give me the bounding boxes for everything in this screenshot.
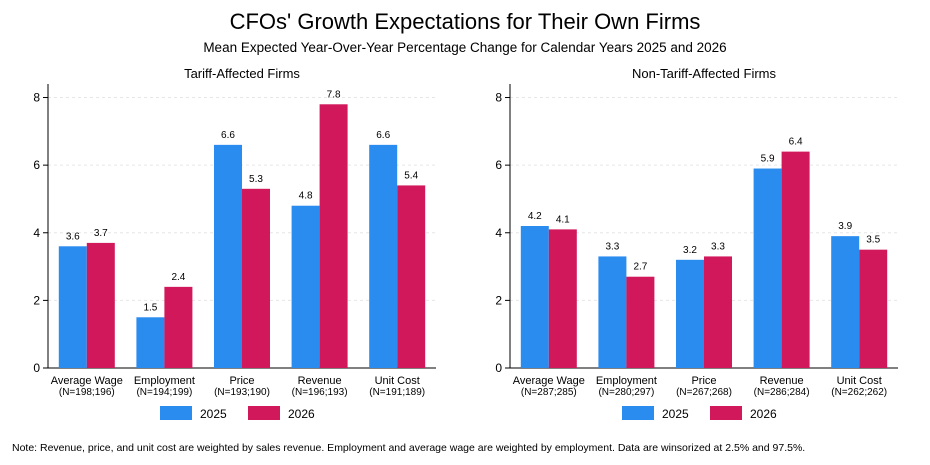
bar-value-label: 6.6 [221, 130, 235, 141]
x-tick-sublabel: (N=287;285) [521, 387, 577, 398]
x-tick-sublabel: (N=191;189) [369, 387, 425, 398]
bar-value-label: 6.4 [789, 137, 803, 148]
chart-title: CFOs' Growth Expectations for Their Own … [229, 9, 701, 34]
legend-swatch-2025 [622, 406, 654, 420]
x-tick-label: Unit Cost [375, 375, 420, 387]
y-tick-label: 0 [33, 361, 40, 375]
x-tick-label: Revenue [760, 375, 804, 387]
bar-value-label: 7.8 [327, 89, 341, 100]
bar-value-label: 2.4 [171, 272, 185, 283]
bar-2026 [548, 229, 577, 368]
y-tick-label: 6 [495, 158, 502, 172]
x-tick-sublabel: (N=286;284) [754, 387, 810, 398]
x-tick-label: Average Wage [513, 375, 585, 387]
bar-value-label: 3.7 [94, 228, 108, 239]
x-tick-sublabel: (N=196;193) [292, 387, 348, 398]
x-tick-sublabel: (N=198;196) [59, 387, 115, 398]
bar-2025 [369, 144, 398, 368]
chart-subtitle: Mean Expected Year-Over-Year Percentage … [203, 40, 727, 55]
legend-label: 2026 [288, 407, 315, 421]
bar-2026 [626, 276, 655, 368]
bar-2026 [781, 151, 810, 368]
x-tick-label: Price [229, 375, 254, 387]
chart-panel-tariff: Tariff-Affected Firms 0 2 4 6 8 3.6 3.7 Average … [33, 66, 436, 421]
x-tick-sublabel: (N=194;199) [136, 387, 192, 398]
bar-value-label: 6.6 [376, 130, 390, 141]
bar-2025 [214, 144, 242, 368]
bar-value-label: 3.5 [866, 235, 880, 246]
x-tick-label: Average Wage [51, 375, 123, 387]
bar-value-label: 5.9 [761, 154, 775, 165]
bar-value-label: 5.4 [404, 170, 418, 181]
bar-2026 [164, 286, 193, 368]
bar-value-label: 4.1 [556, 214, 570, 225]
legend-swatch-2026 [248, 406, 280, 420]
bar-2026 [86, 242, 115, 368]
bar-value-label: 3.2 [683, 245, 697, 256]
bar-value-label: 5.3 [249, 174, 263, 185]
bar-value-label: 2.7 [633, 262, 647, 273]
bar-value-label: 4.2 [528, 211, 542, 222]
x-tick-label: Price [691, 375, 716, 387]
bar-value-label: 1.5 [143, 302, 157, 313]
chart-panel-non-tariff: Non-Tariff-Affected Firms 0 2 4 6 8 4.2 4.1 Aver… [495, 66, 898, 421]
bar-value-label: 3.3 [711, 241, 725, 252]
x-tick-label: Revenue [298, 375, 342, 387]
legend-swatch-2026 [710, 406, 742, 420]
bar-2026 [704, 256, 732, 368]
bar-2026 [397, 185, 426, 368]
x-tick-label: Employment [596, 375, 657, 387]
x-tick-sublabel: (N=193;190) [214, 387, 270, 398]
x-tick-sublabel: (N=280;297) [598, 387, 654, 398]
legend-swatch-2025 [160, 406, 192, 420]
y-tick-label: 4 [33, 226, 40, 240]
bar-value-label: 4.8 [299, 191, 313, 202]
bar-2025 [753, 168, 782, 368]
y-tick-label: 8 [33, 91, 40, 105]
footnote: Note: Revenue, price, and unit cost are … [12, 442, 806, 454]
bar-2026 [319, 104, 348, 369]
bar-2025 [58, 246, 87, 368]
y-tick-label: 8 [495, 91, 502, 105]
x-tick-label: Employment [134, 375, 195, 387]
y-tick-label: 2 [495, 293, 502, 307]
x-tick-sublabel: (N=262;262) [831, 387, 887, 398]
y-tick-label: 4 [495, 226, 502, 240]
panel-title: Non-Tariff-Affected Firms [632, 66, 777, 81]
bar-2026 [242, 188, 270, 368]
bar-value-label: 3.6 [66, 231, 80, 242]
y-tick-label: 6 [33, 158, 40, 172]
x-tick-label: Unit Cost [837, 375, 882, 387]
bar-2025 [598, 256, 627, 368]
bar-value-label: 3.9 [838, 221, 852, 232]
panel-title: Tariff-Affected Firms [184, 66, 300, 81]
bar-value-label: 3.3 [605, 241, 619, 252]
bar-2025 [136, 317, 165, 368]
x-tick-sublabel: (N=267;268) [676, 387, 732, 398]
legend-label: 2025 [662, 407, 689, 421]
legend-label: 2026 [750, 407, 777, 421]
legend-label: 2025 [200, 407, 227, 421]
bar-2025 [676, 259, 704, 368]
y-tick-label: 2 [33, 293, 40, 307]
bar-2026 [859, 249, 888, 368]
bar-2025 [520, 226, 549, 368]
y-tick-label: 0 [495, 361, 502, 375]
bar-2025 [831, 236, 860, 368]
bar-2025 [291, 205, 320, 368]
